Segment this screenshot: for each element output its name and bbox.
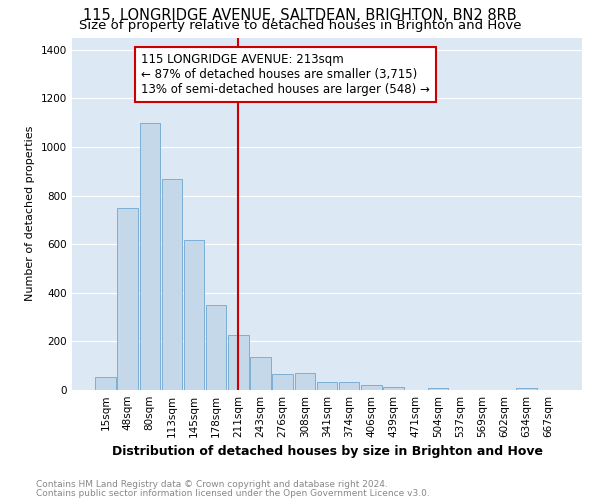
Bar bbox=[118, 208, 138, 390]
Text: 115 LONGRIDGE AVENUE: 213sqm
← 87% of detached houses are smaller (3,715)
13% of: 115 LONGRIDGE AVENUE: 213sqm ← 87% of de… bbox=[141, 54, 430, 96]
Bar bbox=[295, 373, 315, 390]
Bar bbox=[95, 376, 116, 390]
Bar bbox=[250, 357, 271, 390]
Text: Size of property relative to detached houses in Brighton and Hove: Size of property relative to detached ho… bbox=[79, 18, 521, 32]
Bar bbox=[428, 388, 448, 390]
Y-axis label: Number of detached properties: Number of detached properties bbox=[25, 126, 35, 302]
Bar bbox=[206, 305, 226, 390]
Bar bbox=[161, 178, 182, 390]
Text: Contains HM Land Registry data © Crown copyright and database right 2024.: Contains HM Land Registry data © Crown c… bbox=[36, 480, 388, 489]
Bar bbox=[339, 382, 359, 390]
Bar bbox=[228, 336, 248, 390]
Bar bbox=[516, 388, 536, 390]
Bar bbox=[140, 122, 160, 390]
Bar bbox=[317, 382, 337, 390]
Bar bbox=[272, 374, 293, 390]
Bar bbox=[184, 240, 204, 390]
Text: 115, LONGRIDGE AVENUE, SALTDEAN, BRIGHTON, BN2 8RB: 115, LONGRIDGE AVENUE, SALTDEAN, BRIGHTO… bbox=[83, 8, 517, 22]
Bar bbox=[383, 387, 404, 390]
Bar bbox=[361, 385, 382, 390]
Text: Contains public sector information licensed under the Open Government Licence v3: Contains public sector information licen… bbox=[36, 488, 430, 498]
X-axis label: Distribution of detached houses by size in Brighton and Hove: Distribution of detached houses by size … bbox=[112, 446, 542, 458]
